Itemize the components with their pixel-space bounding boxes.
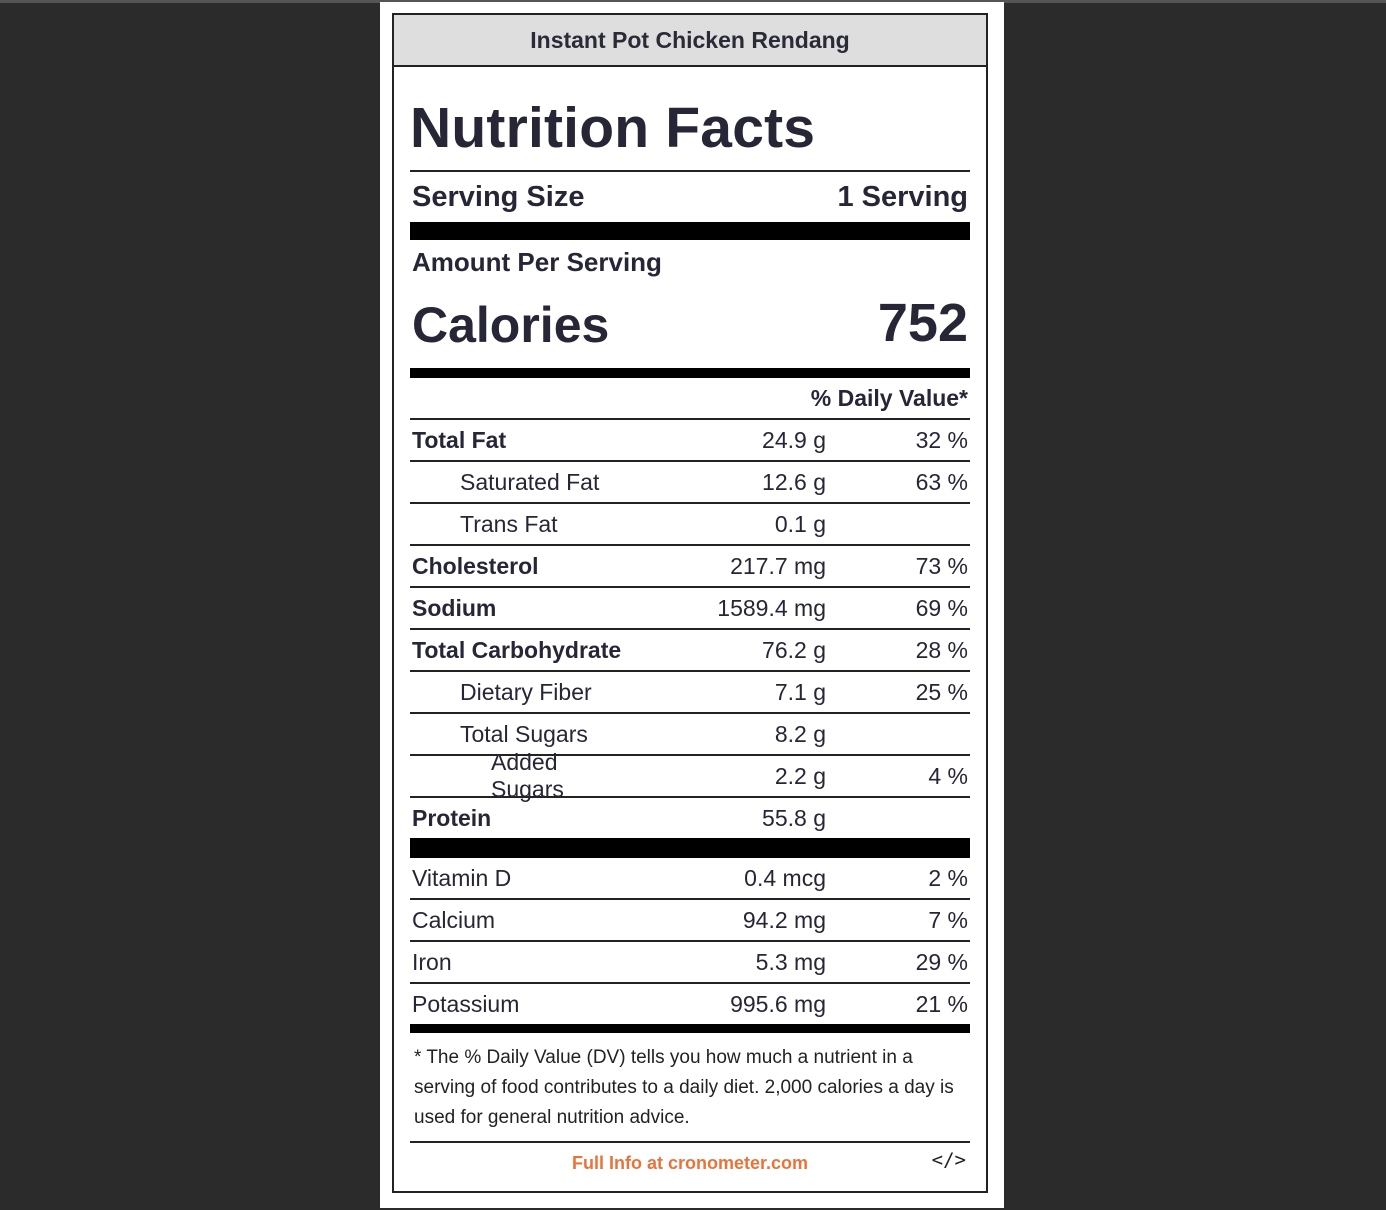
nutrient-amount: 1589.4 mg — [717, 594, 826, 621]
daily-value-footnote: * The % Daily Value (DV) tells you how m… — [410, 1033, 970, 1143]
nutrient-row-cholesterol: Cholesterol 217.7 mg 73 % — [410, 546, 970, 588]
vitamin-name: Potassium — [412, 990, 520, 1017]
nutrient-name: Sodium — [412, 594, 497, 621]
nutrient-amount: 2.2 g — [774, 762, 826, 789]
calories-label: Calories — [412, 297, 610, 353]
nutrient-name: Cholesterol — [412, 552, 539, 579]
vitamin-percent: 29 % — [915, 948, 968, 975]
nutrient-name: Protein — [412, 804, 492, 831]
nutrient-row-added-sugars: Added Sugars 2.2 g 4 % — [410, 749, 970, 802]
nutrient-row-protein: Protein 55.8 g — [410, 798, 970, 838]
divider-medium — [410, 1024, 970, 1033]
nutrient-amount: 217.7 mg — [730, 552, 826, 579]
nutrient-percent: 63 % — [915, 468, 968, 495]
nutrient-amount: 24.9 g — [762, 426, 826, 453]
label-body: Nutrition Facts Serving Size 1 Serving A… — [394, 100, 986, 1183]
vitamin-percent: 2 % — [928, 864, 968, 891]
nutrient-name: Added Sugars — [491, 749, 564, 802]
nutrient-percent: 73 % — [915, 552, 968, 579]
vitamin-percent: 21 % — [915, 990, 968, 1017]
nutrient-name: Trans Fat — [460, 510, 558, 537]
nutrient-row-saturated-fat: Saturated Fat 12.6 g 63 % — [410, 462, 970, 504]
nutrient-name: Total Fat — [412, 426, 507, 453]
label-footer: Full Info at cronometer.com </> — [410, 1143, 970, 1183]
divider-thick — [410, 222, 970, 240]
nutrient-amount: 12.6 g — [762, 468, 826, 495]
embed-code-icon[interactable]: </> — [931, 1149, 966, 1171]
divider-thick — [410, 838, 970, 858]
vitamin-name: Vitamin D — [412, 864, 512, 891]
vitamin-row-iron: Iron 5.3 mg 29 % — [410, 942, 970, 984]
recipe-title: Instant Pot Chicken Rendang — [394, 15, 986, 67]
calories-row: Calories 752 — [410, 284, 970, 354]
vitamin-percent: 7 % — [928, 906, 968, 933]
nutrition-panel: Instant Pot Chicken Rendang Nutrition Fa… — [380, 2, 1004, 1208]
amount-per-serving: Amount Per Serving — [412, 247, 662, 277]
nutrient-percent: 32 % — [915, 426, 968, 453]
nutrient-row-trans-fat: Trans Fat 0.1 g — [410, 504, 970, 546]
nutrient-row-dietary-fiber: Dietary Fiber 7.1 g 25 % — [410, 672, 970, 714]
nutrient-amount: 76.2 g — [762, 636, 826, 663]
nutrient-percent: 28 % — [915, 636, 968, 663]
nutrient-name: Total Sugars — [460, 720, 588, 747]
nutrient-name: Total Carbohydrate — [412, 636, 622, 663]
nutrient-percent: 69 % — [915, 594, 968, 621]
nutrient-amount: 0.1 g — [774, 510, 826, 537]
nutrient-percent: 25 % — [915, 678, 968, 705]
nutrient-amount: 8.2 g — [774, 720, 826, 747]
serving-size-label: Serving Size — [412, 180, 585, 213]
nutrient-row-sodium: Sodium 1589.4 mg 69 % — [410, 588, 970, 630]
serving-size-value: 1 Serving — [837, 180, 968, 213]
vitamin-row-potassium: Potassium 995.6 mg 21 % — [410, 984, 970, 1024]
nutrient-row-total-carbohydrate: Total Carbohydrate 76.2 g 28 % — [410, 630, 970, 672]
divider-medium — [410, 368, 970, 378]
nutrient-name: Dietary Fiber — [460, 678, 592, 705]
top-edge — [0, 0, 1386, 3]
cronometer-link[interactable]: Full Info at cronometer.com — [571, 1152, 809, 1173]
nutrient-amount: 7.1 g — [774, 678, 826, 705]
vitamin-amount: 94.2 mg — [742, 906, 826, 933]
vitamin-amount: 995.6 mg — [730, 990, 826, 1017]
vitamin-name: Calcium — [412, 906, 496, 933]
vitamin-name: Iron — [412, 948, 452, 975]
nutrient-row-total-fat: Total Fat 24.9 g 32 % — [410, 420, 970, 462]
serving-size-row: Serving Size 1 Serving — [410, 172, 970, 222]
nutrient-percent: 4 % — [928, 762, 968, 789]
vitamin-row-calcium: Calcium 94.2 mg 7 % — [410, 900, 970, 942]
nutrient-name: Saturated Fat — [460, 468, 600, 495]
nutrient-amount: 55.8 g — [762, 804, 826, 831]
daily-value-header: % Daily Value* — [410, 378, 970, 420]
nutrition-facts-heading: Nutrition Facts — [410, 100, 970, 172]
vitamin-amount: 0.4 mcg — [744, 864, 826, 891]
vitamin-row-vitamin-d: Vitamin D 0.4 mcg 2 % — [410, 858, 970, 900]
nutrient-row-total-sugars: Total Sugars 8.2 g — [410, 714, 970, 756]
calories-value: 752 — [877, 293, 968, 353]
vitamin-amount: 5.3 mg — [755, 948, 826, 975]
nutrition-label: Instant Pot Chicken Rendang Nutrition Fa… — [392, 13, 988, 1193]
